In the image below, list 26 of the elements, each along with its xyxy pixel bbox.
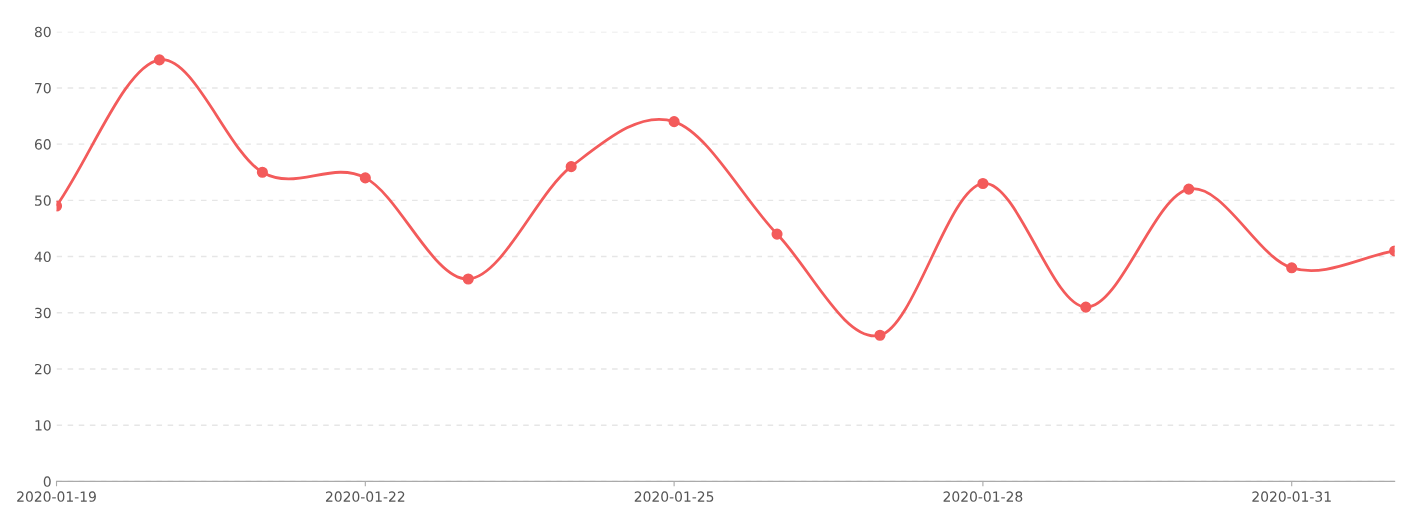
x-tick-label: 2020-01-22 — [325, 491, 405, 502]
point — [1286, 262, 1298, 274]
y-tick-label: 50 — [35, 195, 51, 206]
y-tick-label: 70 — [35, 82, 51, 94]
y-tick-label: 60 — [34, 139, 51, 150]
y-tick-label: 40 — [34, 251, 51, 263]
point — [359, 172, 371, 184]
y-tick-label: 0 — [43, 476, 51, 487]
y-tick-label: 30 — [35, 307, 51, 319]
x-tick-label: 2020-01-28 — [943, 491, 1023, 502]
point — [1080, 301, 1092, 313]
point — [462, 273, 474, 285]
y-tick-label: 80 — [34, 26, 51, 38]
x-tick-label: 2020-01-25 — [634, 491, 714, 502]
point — [771, 228, 783, 240]
point — [1183, 183, 1195, 195]
point — [874, 329, 886, 341]
point — [565, 161, 577, 173]
y-tick-label: 10 — [35, 420, 51, 431]
point — [153, 54, 166, 66]
x-tick-label: 2020-01-19 — [17, 491, 96, 502]
x-tick-label: 2020-01-31 — [1252, 491, 1331, 502]
point — [668, 116, 680, 128]
point — [977, 177, 989, 190]
point — [256, 166, 268, 178]
y-tick-label: 20 — [35, 363, 51, 375]
